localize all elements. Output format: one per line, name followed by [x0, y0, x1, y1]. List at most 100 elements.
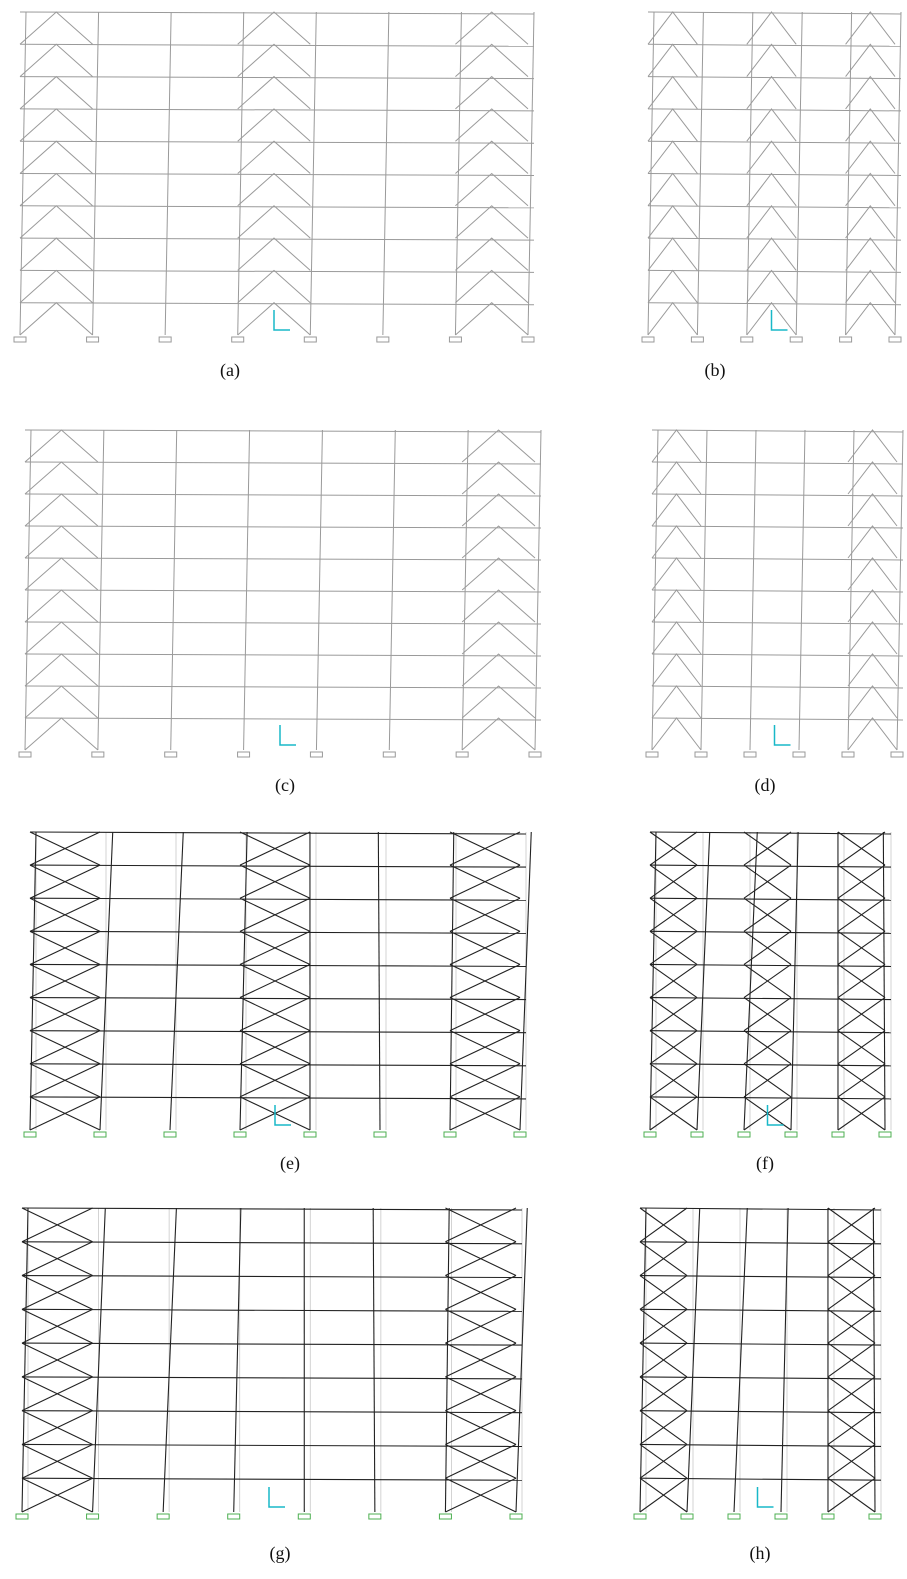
brace — [846, 44, 895, 76]
beam — [20, 141, 534, 143]
support — [165, 752, 177, 757]
brace — [846, 270, 895, 302]
beam — [650, 1064, 891, 1066]
brace — [648, 77, 697, 109]
brace — [652, 590, 701, 622]
brace — [747, 77, 796, 109]
support — [785, 1132, 797, 1137]
brace — [238, 238, 311, 270]
brace — [455, 109, 528, 141]
beam — [20, 206, 534, 208]
support — [374, 1132, 386, 1137]
brace — [652, 654, 701, 686]
brace — [20, 44, 93, 76]
support — [529, 752, 541, 757]
column — [30, 832, 36, 1130]
brace — [648, 109, 697, 141]
support — [634, 1514, 646, 1519]
beam — [640, 1343, 881, 1345]
beam — [25, 430, 541, 432]
support — [16, 1514, 28, 1519]
brace — [455, 303, 528, 335]
beam — [20, 174, 534, 176]
beam — [652, 590, 903, 592]
brace — [462, 718, 535, 750]
brace — [846, 77, 895, 109]
column — [22, 1208, 28, 1512]
beam — [650, 832, 891, 834]
brace — [848, 494, 897, 526]
support — [889, 337, 901, 342]
beam — [650, 1031, 891, 1033]
support — [790, 337, 802, 342]
brace — [455, 238, 528, 270]
beam — [20, 44, 534, 46]
support — [695, 752, 707, 757]
support — [439, 1514, 451, 1519]
panel-label: (a) — [220, 360, 240, 381]
beam — [648, 44, 901, 46]
brace — [238, 270, 311, 302]
brace — [462, 590, 535, 622]
support — [869, 1514, 881, 1519]
beam — [650, 1097, 891, 1099]
brace — [747, 238, 796, 270]
column — [796, 12, 802, 335]
support — [377, 337, 389, 342]
brace — [462, 622, 535, 654]
panel-label: (g) — [270, 1543, 291, 1564]
beam — [640, 1377, 881, 1379]
brace — [648, 303, 697, 335]
beam — [648, 77, 901, 79]
support — [159, 337, 171, 342]
support — [646, 752, 658, 757]
column — [528, 12, 534, 335]
axis-icon — [280, 725, 296, 745]
brace — [455, 12, 528, 44]
support — [691, 1132, 703, 1137]
support — [681, 1514, 693, 1519]
brace — [25, 526, 98, 558]
column — [799, 430, 805, 750]
brace — [848, 526, 897, 558]
support — [832, 1132, 844, 1137]
panel-label: (h) — [750, 1543, 771, 1564]
brace — [238, 77, 311, 109]
axis-icon — [775, 725, 791, 745]
beam — [652, 462, 903, 464]
brace — [747, 12, 796, 44]
brace — [846, 109, 895, 141]
brace — [462, 430, 535, 462]
beam — [652, 430, 903, 432]
brace — [747, 109, 796, 141]
brace — [648, 12, 697, 44]
beam — [652, 622, 903, 624]
support — [642, 337, 654, 342]
brace — [652, 718, 701, 750]
brace — [648, 270, 697, 302]
support — [449, 337, 461, 342]
column — [244, 430, 250, 750]
brace — [747, 206, 796, 238]
beam — [648, 270, 901, 272]
support — [522, 337, 534, 342]
support — [228, 1514, 240, 1519]
brace — [455, 141, 528, 173]
brace — [25, 462, 98, 494]
column — [170, 832, 183, 1130]
support — [87, 1514, 99, 1519]
support — [510, 1514, 522, 1519]
column — [873, 1208, 875, 1512]
brace — [652, 622, 701, 654]
brace — [848, 558, 897, 590]
beam — [20, 12, 534, 14]
support — [456, 752, 468, 757]
support — [644, 1132, 656, 1137]
beam — [25, 590, 541, 592]
brace — [848, 718, 897, 750]
brace — [238, 44, 311, 76]
brace — [462, 494, 535, 526]
brace — [25, 718, 98, 750]
support — [775, 1514, 787, 1519]
brace — [20, 109, 93, 141]
